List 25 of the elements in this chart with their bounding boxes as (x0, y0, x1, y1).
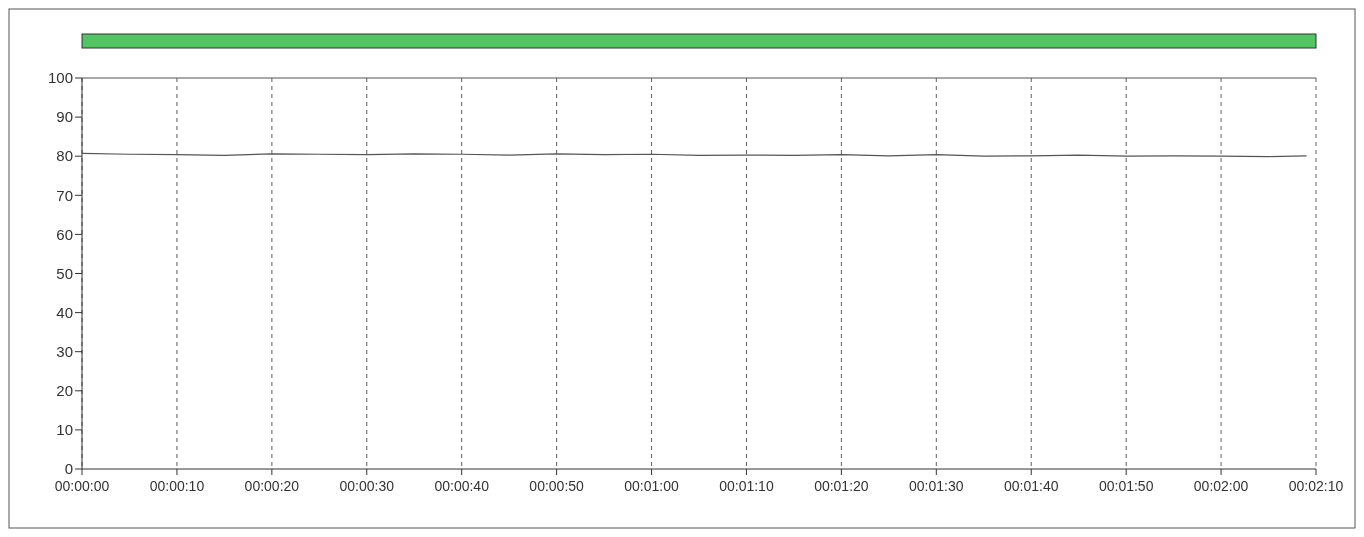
y-tick-label: 90 (56, 108, 73, 126)
y-tick-label: 40 (56, 303, 73, 321)
y-tick-label: 0 (64, 460, 73, 478)
x-tick-label: 00:01:50 (1098, 478, 1154, 494)
x-tick-label: 00:01:30 (909, 478, 964, 494)
x-tick-label: 00:00:50 (529, 478, 585, 494)
x-tick-label: 00:00:30 (339, 478, 395, 494)
y-tick-label: 70 (56, 186, 73, 204)
x-tick-label: 00:01:10 (719, 478, 774, 494)
x-tick-label: 00:01:20 (814, 478, 869, 494)
x-tick-label: 00:02:10 (1288, 478, 1344, 494)
y-tick-label: 20 (56, 382, 73, 400)
x-tick-label: 00:00:20 (244, 478, 300, 494)
x-tick-label: 00:02:00 (1193, 478, 1249, 494)
y-tick-label: 30 (56, 342, 73, 360)
y-tick-label: 60 (56, 225, 73, 243)
x-tick-label: 00:01:00 (624, 478, 680, 494)
y-tick-label: 10 (56, 421, 73, 439)
x-tick-label: 00:00:40 (434, 478, 490, 494)
y-tick-label: 80 (56, 147, 73, 165)
y-tick-label: 50 (56, 264, 73, 282)
x-tick-label: 00:00:10 (149, 478, 205, 494)
x-tick-label: 00:00:00 (54, 478, 110, 494)
x-tick-label: 00:01:40 (1003, 478, 1059, 494)
y-tick-label: 100 (47, 69, 73, 87)
